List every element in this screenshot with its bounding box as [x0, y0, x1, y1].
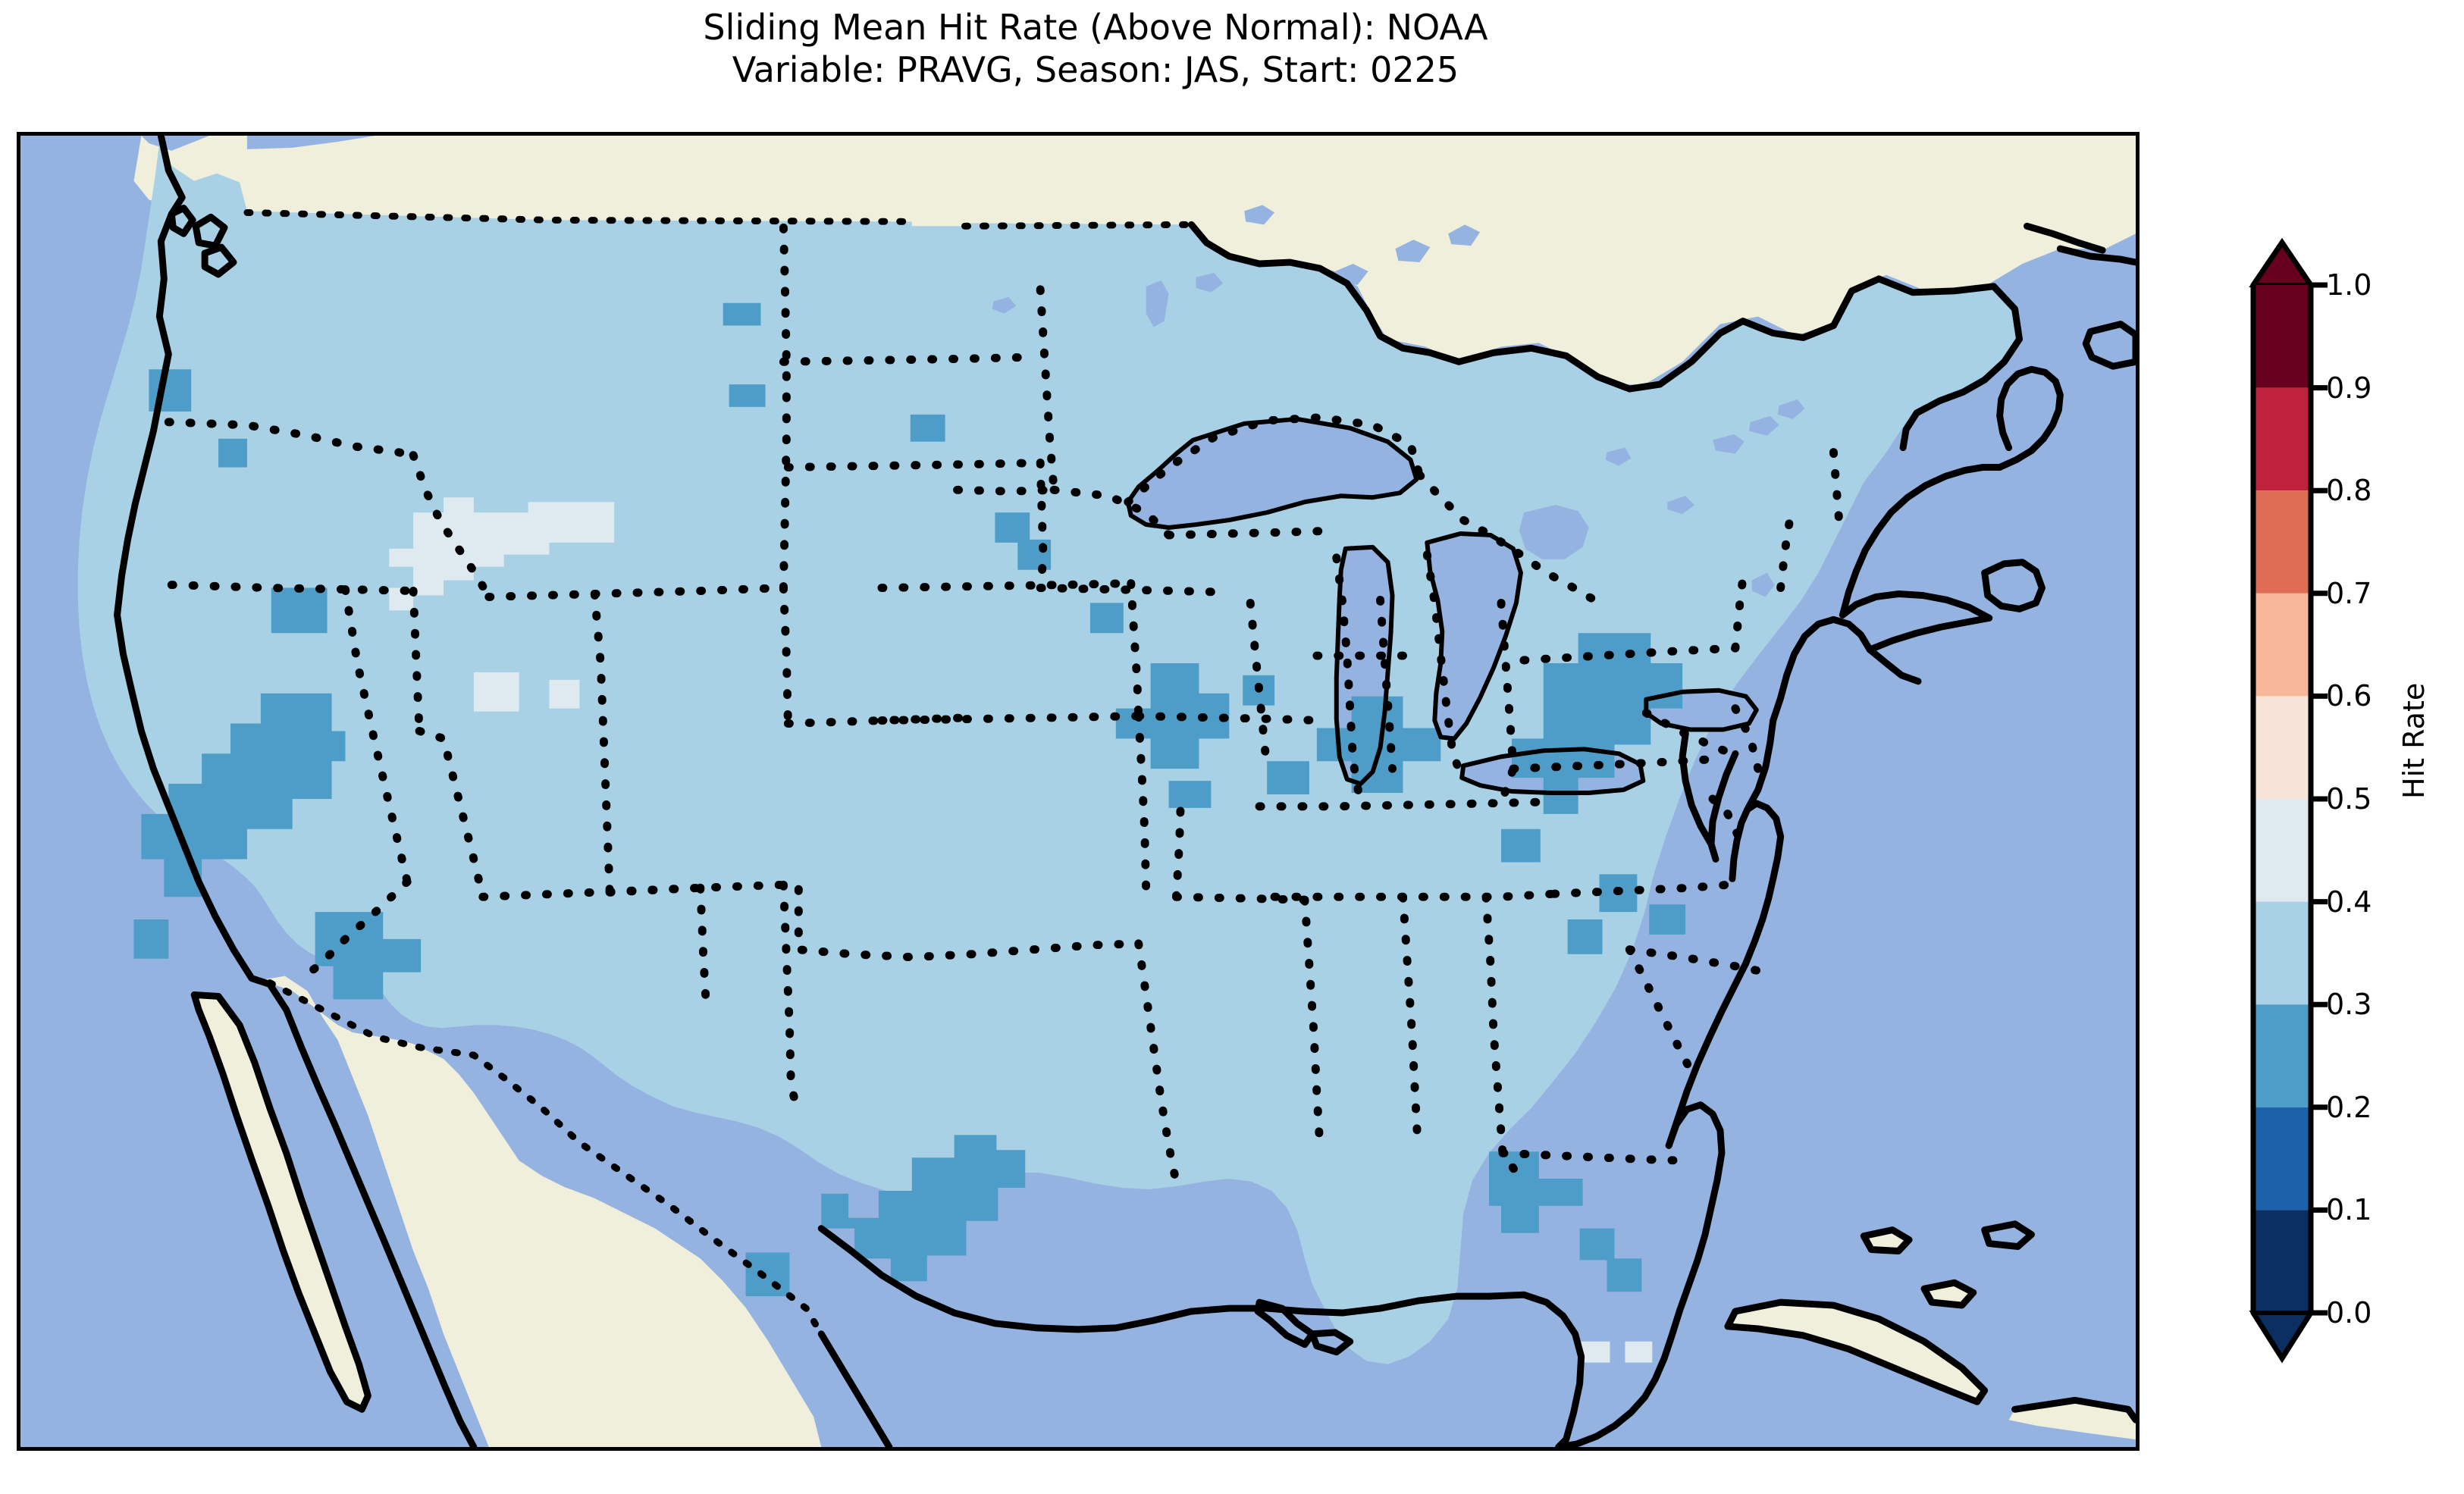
state-boundaries	[164, 221, 1844, 1188]
colorbar-tick-0-8: 0.8	[2326, 474, 2372, 508]
map-axes[interactable]	[17, 132, 2140, 1451]
colorbar-tick-0-4: 0.4	[2326, 885, 2372, 919]
colorbar-tick-0-0: 0.0	[2326, 1296, 2372, 1330]
colorbar-tick-0-3: 0.3	[2326, 988, 2372, 1022]
land-hispaniola	[2008, 1400, 2136, 1440]
lake-state-borders	[1124, 413, 1745, 800]
colorbar-tick-0-6: 0.6	[2326, 679, 2372, 713]
land-canada	[133, 136, 2136, 385]
colorbar-tick-0-1: 0.1	[2326, 1193, 2372, 1227]
colorbar-tick-0-9: 0.9	[2326, 371, 2372, 405]
colorbar-tick-0-2: 0.2	[2326, 1090, 2372, 1124]
colorbar-axis-label: Hit Rate	[2397, 682, 2431, 799]
colorbar[interactable]: 1.0 0.9 0.8 0.7 0.6 0.5 0.4 0.3 0.2 0.1 …	[2249, 237, 2372, 1364]
colorbar-tick-1-0: 1.0	[2326, 268, 2372, 302]
great-lakes	[992, 205, 1805, 793]
colorbar-swatches	[2249, 237, 2328, 1364]
land-mexico	[262, 976, 822, 1447]
colorbar-tick-0-5: 0.5	[2326, 782, 2372, 816]
us-fill-band-0.3-0.4	[77, 136, 2020, 1364]
coastlines	[114, 136, 2136, 1447]
title-line-2: Variable: PRAVG, Season: JAS, Start: 022…	[732, 49, 1459, 91]
national-borders	[243, 208, 1195, 1338]
colorbar-tick-0-7: 0.7	[2326, 576, 2372, 610]
land-baja	[194, 994, 368, 1410]
patches-band-0.4-0.5	[389, 497, 1653, 1363]
title-line-1: Sliding Mean Hit Rate (Above Normal): NO…	[703, 7, 1488, 48]
page-title: Sliding Mean Hit Rate (Above Normal): NO…	[0, 6, 2191, 91]
map-canvas	[20, 136, 2136, 1447]
